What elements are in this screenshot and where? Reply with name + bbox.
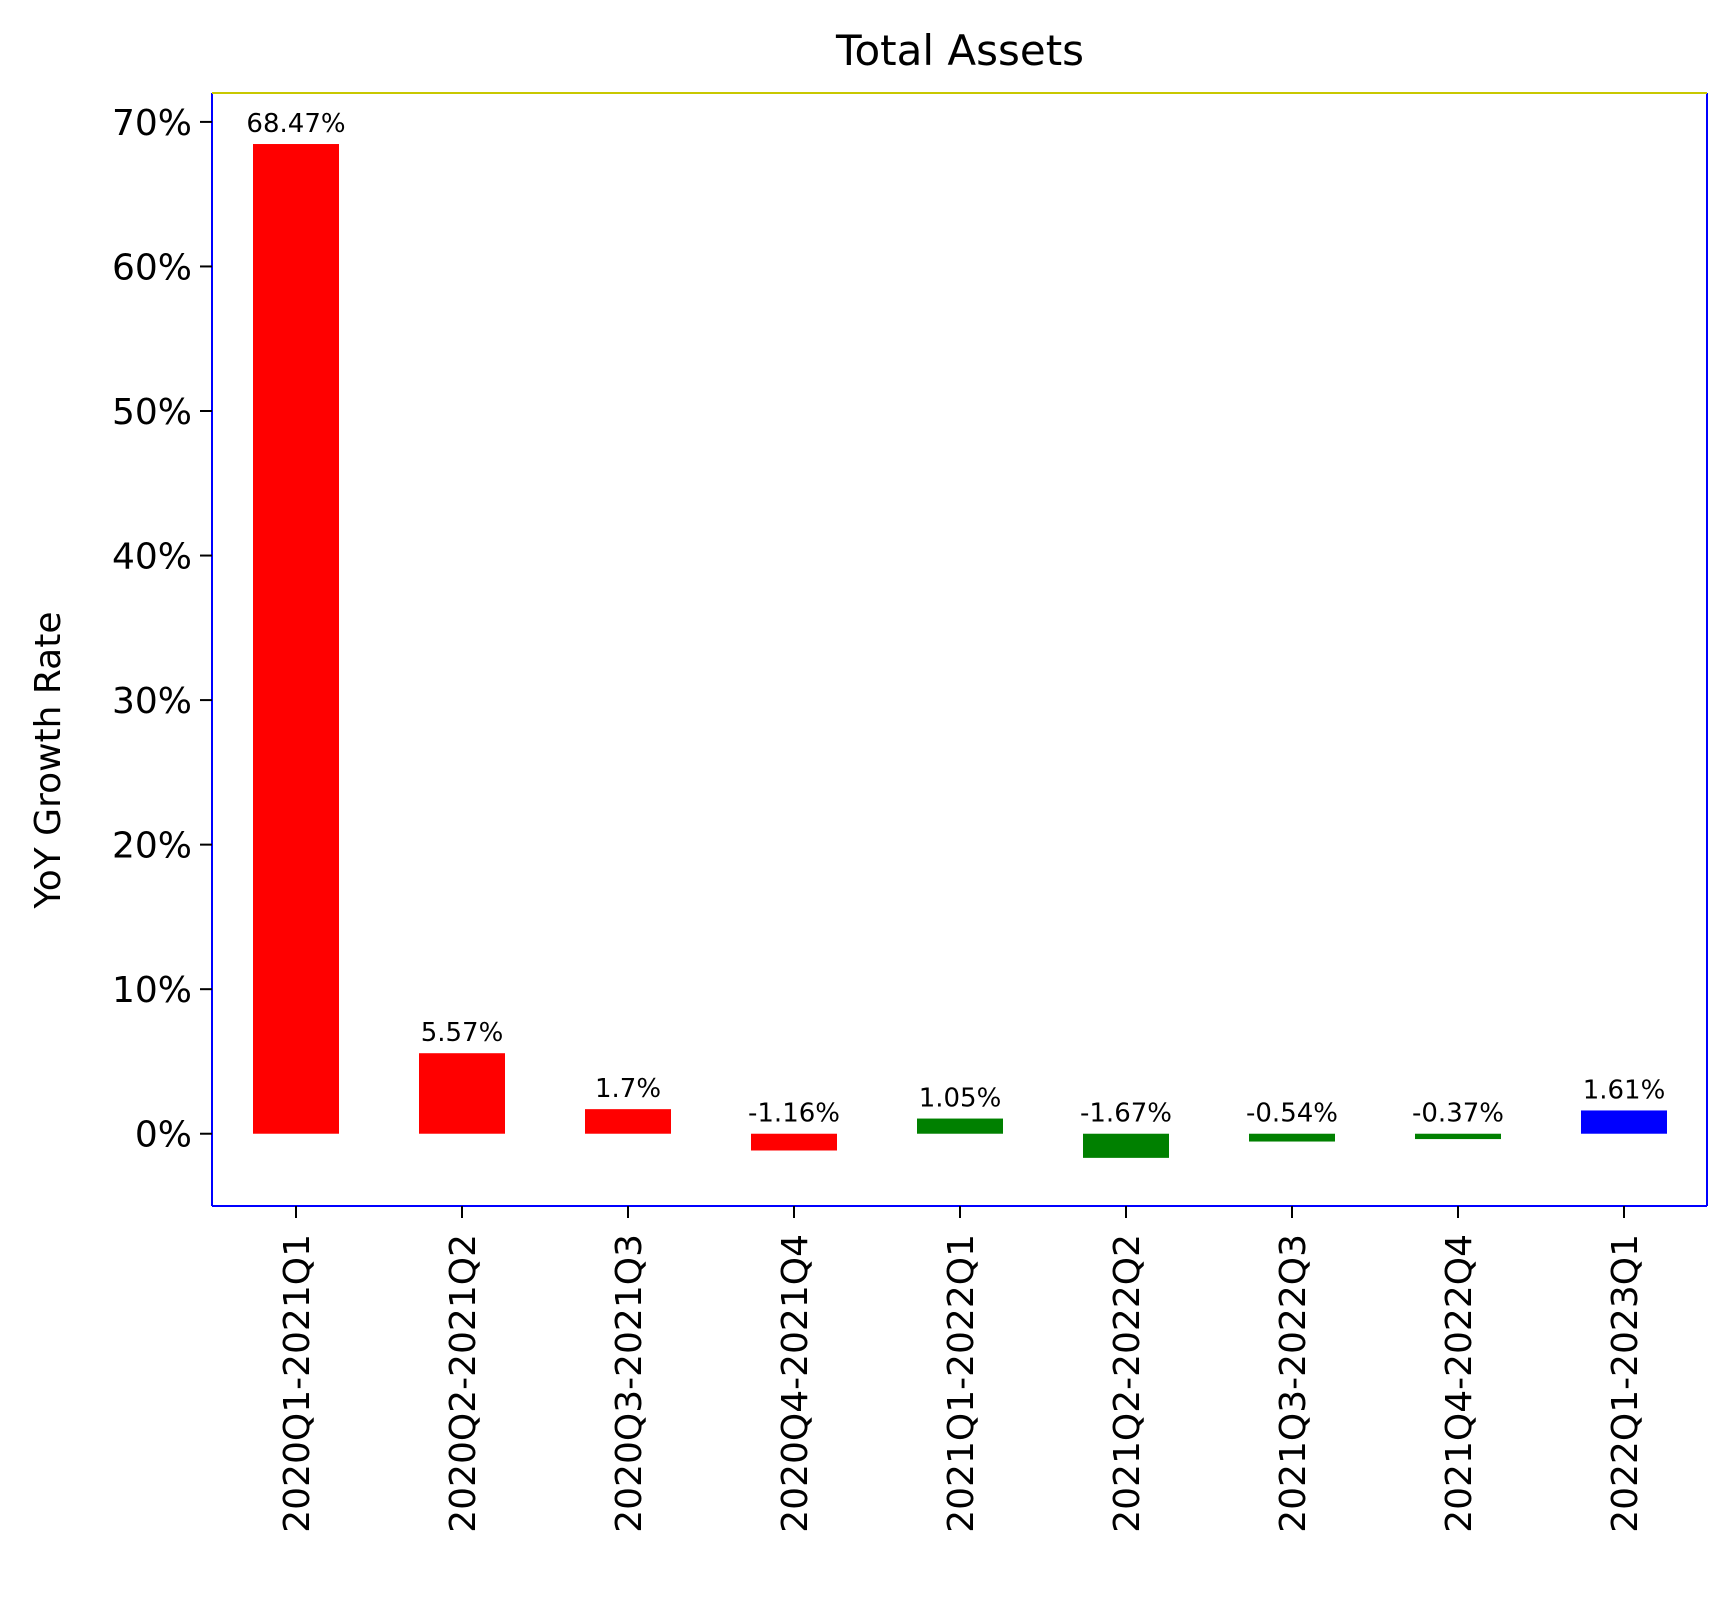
bar xyxy=(585,1109,671,1134)
bar xyxy=(1581,1110,1667,1134)
bar xyxy=(1083,1133,1169,1158)
bar xyxy=(419,1053,505,1134)
x-tick-label: 2020Q3-2021Q3 xyxy=(609,1234,650,1533)
data-label: 5.57% xyxy=(421,1018,504,1048)
bar xyxy=(917,1118,1003,1134)
x-tick-label: 2021Q3-2022Q3 xyxy=(1273,1234,1314,1533)
y-tick-label: 50% xyxy=(112,392,192,433)
y-tick-label: 0% xyxy=(135,1115,192,1156)
bar xyxy=(1415,1133,1501,1140)
y-tick-label: 70% xyxy=(112,103,192,144)
x-tick-label: 2021Q4-2022Q4 xyxy=(1439,1234,1480,1533)
bar xyxy=(751,1133,837,1151)
y-tick-label: 30% xyxy=(112,681,192,722)
bar xyxy=(253,144,339,1134)
y-tick-label: 60% xyxy=(112,247,192,288)
data-label: -0.54% xyxy=(1246,1099,1338,1129)
data-label: 1.05% xyxy=(919,1084,1002,1114)
y-tick-label: 40% xyxy=(112,537,192,578)
chart-title: Total Assets xyxy=(835,26,1084,75)
x-tick-label: 2022Q1-2023Q1 xyxy=(1605,1234,1646,1533)
y-tick-label: 10% xyxy=(112,970,192,1011)
data-label: 1.7% xyxy=(595,1074,661,1104)
data-label: -0.37% xyxy=(1412,1099,1504,1129)
data-label: 1.61% xyxy=(1583,1075,1666,1105)
data-label: 68.47% xyxy=(246,109,345,139)
y-tick-label: 20% xyxy=(112,826,192,867)
bar xyxy=(1249,1133,1335,1142)
x-tick-label: 2021Q1-2022Q1 xyxy=(941,1234,982,1533)
x-tick-label: 2020Q2-2021Q2 xyxy=(443,1234,484,1533)
y-axis-label: YoY Growth Rate xyxy=(28,612,69,910)
x-tick-label: 2021Q2-2022Q2 xyxy=(1107,1234,1148,1533)
x-tick-label: 2020Q1-2021Q1 xyxy=(277,1234,318,1533)
data-label: -1.67% xyxy=(1080,1099,1172,1129)
x-tick-label: 2020Q4-2021Q4 xyxy=(775,1234,816,1533)
plot-area: 68.47% 5.57% 1.7% -1.16% 1.05% -1.67% -0.54% -0… xyxy=(112,92,1708,1533)
data-label: -1.16% xyxy=(748,1099,840,1129)
